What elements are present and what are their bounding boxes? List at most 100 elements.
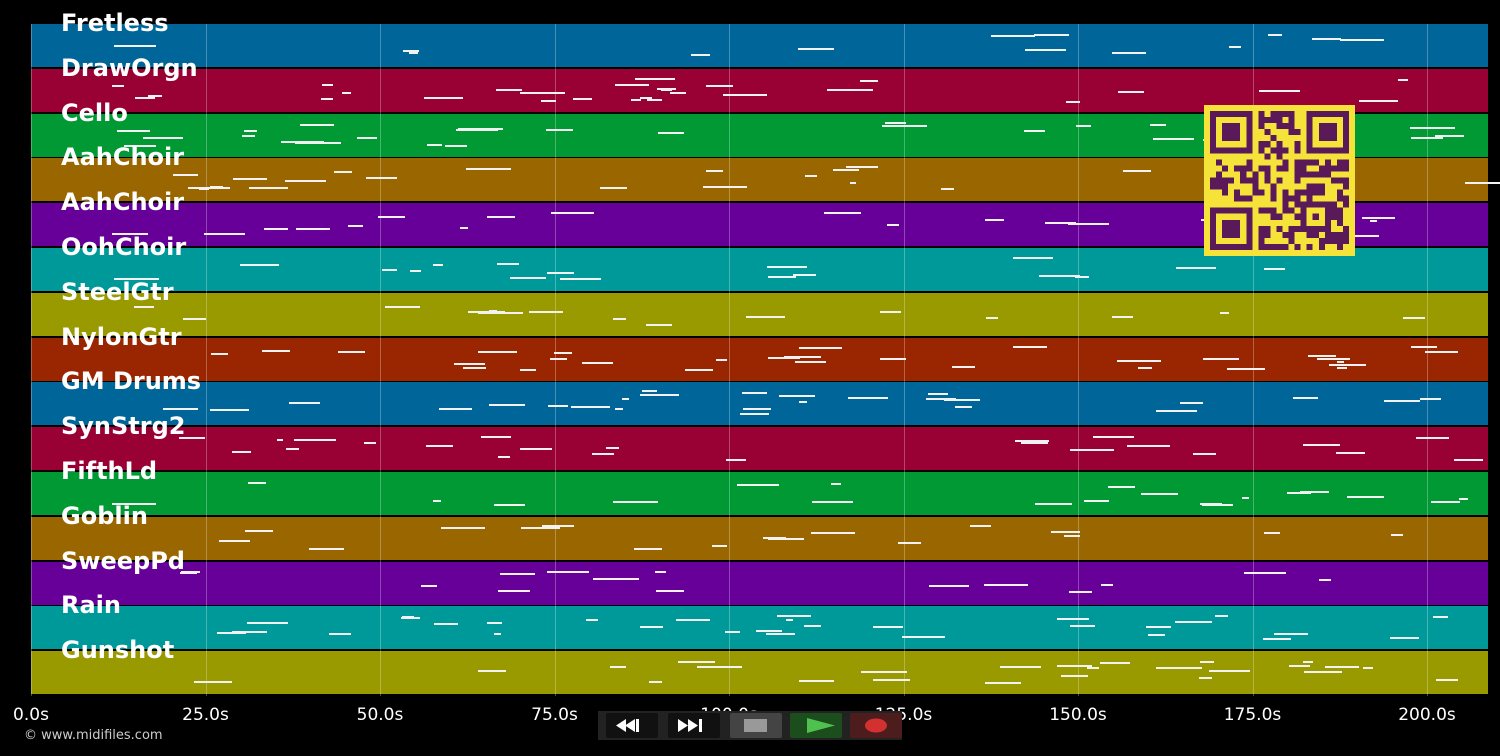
note	[785, 618, 793, 621]
note	[861, 670, 907, 673]
note	[670, 92, 686, 95]
note	[408, 51, 418, 54]
note	[582, 362, 614, 365]
grid-line	[554, 24, 556, 696]
note	[1068, 223, 1110, 226]
rewind-button[interactable]	[606, 713, 658, 738]
note	[498, 589, 531, 592]
track-lane[interactable]	[31, 606, 1488, 650]
note	[209, 186, 223, 189]
note	[600, 187, 627, 190]
note	[1025, 49, 1054, 52]
note	[1299, 491, 1329, 494]
note	[880, 357, 906, 360]
note	[173, 174, 199, 176]
note	[1111, 52, 1147, 55]
note	[249, 187, 289, 190]
note	[767, 265, 807, 268]
track-lane[interactable]	[31, 24, 1488, 67]
note	[495, 88, 523, 91]
note	[1349, 235, 1380, 238]
track-label: Gunshot	[61, 636, 175, 665]
note	[1317, 358, 1350, 361]
track-lane[interactable]	[31, 292, 1488, 336]
note	[804, 175, 818, 178]
track-lane[interactable]	[31, 472, 1488, 515]
note	[454, 363, 486, 365]
note	[1092, 435, 1135, 438]
note	[1425, 350, 1458, 353]
note	[489, 309, 498, 312]
track-lane[interactable]	[31, 651, 1488, 695]
note	[342, 91, 352, 94]
note	[823, 211, 862, 214]
note	[135, 97, 156, 100]
note	[465, 168, 511, 171]
note	[873, 678, 910, 681]
note	[239, 264, 280, 267]
note	[519, 91, 565, 94]
note	[1403, 316, 1426, 319]
note	[1156, 409, 1198, 412]
note	[1175, 621, 1213, 624]
note	[940, 188, 955, 191]
note	[1260, 89, 1301, 92]
note	[711, 544, 727, 547]
note	[1458, 497, 1469, 500]
note	[943, 398, 981, 401]
note	[633, 548, 663, 551]
note	[244, 130, 258, 133]
record-button[interactable]	[850, 713, 902, 738]
track-label: Rain	[61, 591, 121, 620]
note	[1311, 37, 1342, 40]
tick-label: 50.0s	[356, 705, 404, 725]
note	[493, 632, 502, 635]
track-lane[interactable]	[31, 561, 1488, 605]
note	[1339, 39, 1385, 42]
note	[830, 483, 842, 486]
note	[1020, 441, 1048, 444]
play-button[interactable]	[790, 713, 842, 738]
note	[690, 54, 711, 57]
note	[1307, 354, 1336, 357]
note	[477, 670, 506, 673]
track-lane[interactable]	[31, 516, 1488, 560]
note	[678, 660, 716, 663]
note	[654, 571, 667, 574]
note	[179, 571, 198, 574]
track-lane[interactable]	[31, 337, 1488, 381]
tick-label: 175.0s	[1223, 705, 1282, 725]
note	[765, 633, 796, 636]
note	[210, 409, 249, 412]
fast-forward-button[interactable]	[668, 713, 720, 738]
note	[622, 398, 629, 401]
stop-button[interactable]	[730, 713, 782, 738]
grid-line	[31, 24, 32, 696]
note	[1015, 440, 1049, 443]
note	[286, 448, 299, 451]
note	[640, 96, 652, 99]
track-lane[interactable]	[31, 427, 1488, 471]
note	[763, 537, 786, 540]
note	[478, 311, 524, 314]
note	[1208, 669, 1250, 672]
note	[741, 392, 768, 395]
note	[1390, 534, 1403, 537]
note	[1000, 666, 1041, 669]
note	[794, 395, 815, 398]
track-lane[interactable]	[31, 382, 1488, 426]
track-label: SteelGtr	[61, 277, 174, 306]
note	[845, 166, 878, 169]
note	[641, 390, 657, 393]
track-lane[interactable]	[31, 68, 1488, 112]
note	[1268, 34, 1282, 37]
note	[357, 136, 377, 139]
note	[799, 401, 808, 404]
note	[1390, 637, 1419, 640]
note	[703, 186, 747, 189]
note	[1074, 275, 1090, 278]
note	[241, 135, 256, 138]
note	[811, 532, 855, 535]
note	[879, 310, 901, 313]
qr-code-icon[interactable]	[1204, 105, 1355, 256]
